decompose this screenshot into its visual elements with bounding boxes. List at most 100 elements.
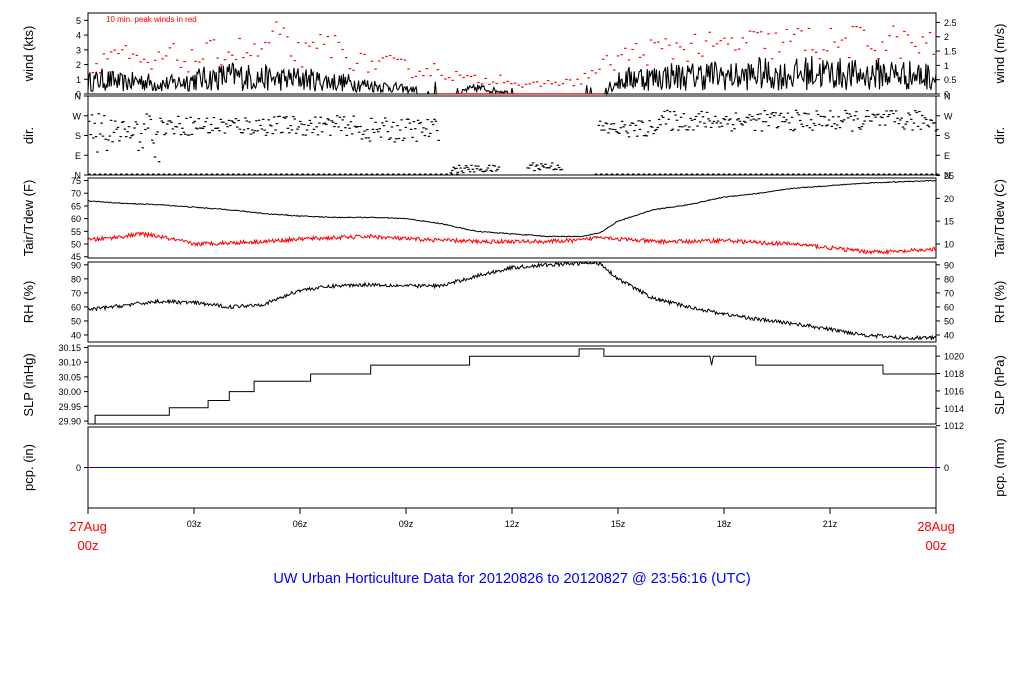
humidity-right-tick-label: 40	[944, 330, 954, 340]
temperature-left-tick-label: 55	[71, 227, 81, 237]
temperature-right-tick-label: 10	[944, 240, 954, 250]
wind-ylabel-right: wind (m/s)	[992, 24, 1007, 85]
direction-right-tick-label: S	[944, 131, 950, 141]
temperature-frame	[87, 177, 937, 259]
pressure-right-tick-label: 1018	[944, 369, 964, 379]
direction-right-tick-label: N	[944, 171, 951, 181]
wind-right-tick-label: 2	[944, 32, 949, 42]
x-axis-tick-label: 15z	[611, 519, 626, 529]
wind-right-tick-label: 0	[944, 90, 949, 100]
humidity-frame	[87, 261, 937, 343]
direction-frame	[87, 95, 937, 176]
panel-precipitation: pcp. (in) pcp. (mm) 0 0	[21, 426, 1007, 509]
precipitation-ylabel-left: pcp. (in)	[21, 444, 36, 491]
wind-ylabel-left: wind (kts)	[21, 26, 36, 83]
humidity-line	[87, 261, 937, 341]
chart-title: UW Urban Horticulture Data for 20120826 …	[273, 571, 750, 587]
wind-left-tick-label: 3	[76, 45, 81, 55]
x-axis-end-hour: 00z	[926, 538, 947, 553]
wind-right-tick-label: 2.5	[944, 18, 957, 28]
wind-right-tick-label: 0.5	[944, 75, 957, 85]
x-axis-tick-label: 21z	[823, 519, 838, 529]
temperature-ylabel-right: Tair/Tdew (C)	[992, 179, 1007, 257]
direction-left-tick-label: N	[75, 171, 82, 181]
panel-wind: wind (kts) wind (m/s) 0 1 2 3 4 5 0 0.5 1 1.5 2 2.5 10…	[21, 12, 1007, 100]
humidity-left-tick-label: 40	[71, 330, 81, 340]
temperature-left-tick-label: 70	[71, 189, 81, 199]
temperature-left-tick-label: 60	[71, 214, 81, 224]
x-axis-tick-label: 03z	[187, 519, 202, 529]
panel-pressure: SLP (inHg) SLP (hPa) 29.90 29.95 30.00 30.05 3…	[21, 343, 1007, 431]
temperature-right-tick-label: 15	[944, 217, 954, 227]
pressure-ylabel-left: SLP (inHg)	[21, 353, 36, 416]
x-axis: 03z 06z 09z 12z 15z 18z 21z 27Aug 00z 28Aug 00z	[69, 508, 955, 553]
humidity-left-tick-label: 90	[71, 260, 81, 270]
sustained-wind-line	[87, 56, 937, 96]
direction-ylabel-right: dir.	[992, 127, 1007, 144]
humidity-right-tick-label: 80	[944, 274, 954, 284]
temperature-right-tick-label: 20	[944, 194, 954, 204]
pressure-left-tick-label: 30.10	[58, 358, 81, 368]
temperature-right-tick-label: 25	[944, 171, 954, 181]
precipitation-right-tick-label: 0	[944, 463, 949, 473]
pressure-left-tick-label: 30.05	[58, 372, 81, 382]
precipitation-left-tick-label: 0	[76, 463, 81, 473]
humidity-left-tick-label: 60	[71, 302, 81, 312]
x-axis-tick-label: 06z	[293, 519, 308, 529]
direction-left-tick-label: N	[75, 92, 82, 102]
humidity-left-tick-label: 50	[71, 316, 81, 326]
wind-left-tick-label: 1	[76, 75, 81, 85]
chart-panels: wind (kts) wind (m/s)01234500.511.522.510…	[21, 12, 1007, 509]
direction-right-tick-label: N	[944, 92, 951, 102]
humidity-left-tick-label: 70	[71, 288, 81, 298]
direction-left-tick-label: E	[75, 151, 81, 161]
temperature-left-tick-label: 75	[71, 176, 81, 186]
air-temperature-line	[87, 179, 937, 238]
temperature-left-tick-label: 50	[71, 240, 81, 250]
x-axis-tick-label: 18z	[717, 519, 732, 529]
temperature-left-tick-label: 45	[71, 252, 81, 262]
dewpoint-line	[87, 231, 937, 256]
x-axis-tick-label: 12z	[505, 519, 520, 529]
panel-temperature: Tair/Tdew (F) Tair/Tdew (C) 45 50 55 60 65 70 75…	[21, 171, 1007, 262]
temperature-left-tick-label: 65	[71, 201, 81, 211]
pressure-left-tick-label: 30.15	[58, 343, 81, 353]
pressure-line	[88, 348, 936, 425]
direction-left-tick-label: S	[75, 131, 81, 141]
x-axis-start-date: 27Aug	[69, 519, 107, 534]
pressure-frame	[87, 345, 937, 425]
humidity-ylabel-left: RH (%)	[21, 281, 36, 324]
pressure-left-tick-label: 29.95	[58, 402, 81, 412]
wind-left-tick-label: 5	[76, 16, 81, 26]
direction-right-tick-label: W	[944, 111, 953, 121]
pressure-right-tick-label: 1016	[944, 386, 964, 396]
temperature-ylabel-left: Tair/Tdew (F)	[21, 180, 36, 257]
humidity-right-tick-label: 60	[944, 302, 954, 312]
x-axis-tick-label: 09z	[399, 519, 414, 529]
pressure-left-tick-label: 29.90	[58, 417, 81, 427]
pressure-ylabel-right: SLP (hPa)	[992, 355, 1007, 415]
pressure-right-tick-label: 1014	[944, 404, 964, 414]
x-axis-start-hour: 00z	[78, 538, 99, 553]
wind-right-tick-label: 1.5	[944, 47, 957, 57]
pressure-right-tick-label: 1020	[944, 352, 964, 362]
humidity-right-tick-label: 50	[944, 316, 954, 326]
wind-left-tick-label: 4	[76, 31, 81, 41]
x-axis-end-date: 28Aug	[917, 519, 955, 534]
direction-right-tick-label: E	[944, 151, 950, 161]
humidity-left-tick-label: 80	[71, 274, 81, 284]
panel-humidity: RH (%) RH (%) 40 50 60 70 80 90 40 50 60 70 80 90	[21, 260, 1007, 343]
direction-left-tick-label: W	[73, 111, 82, 121]
humidity-right-tick-label: 90	[944, 260, 954, 270]
humidity-right-tick-label: 70	[944, 288, 954, 298]
wind-right-tick-label: 1	[944, 61, 949, 71]
pressure-left-tick-label: 30.00	[58, 387, 81, 397]
peak-wind-annotation: 10 min. peak winds in red	[106, 15, 197, 24]
humidity-ylabel-right: RH (%)	[992, 281, 1007, 324]
pressure-right-tick-label: 1012	[944, 421, 964, 431]
wind-left-tick-label: 2	[76, 60, 81, 70]
direction-ylabel-left: dir.	[21, 127, 36, 144]
precipitation-ylabel-right: pcp. (mm)	[992, 438, 1007, 497]
wind-left-tick-label: 0	[76, 90, 81, 100]
